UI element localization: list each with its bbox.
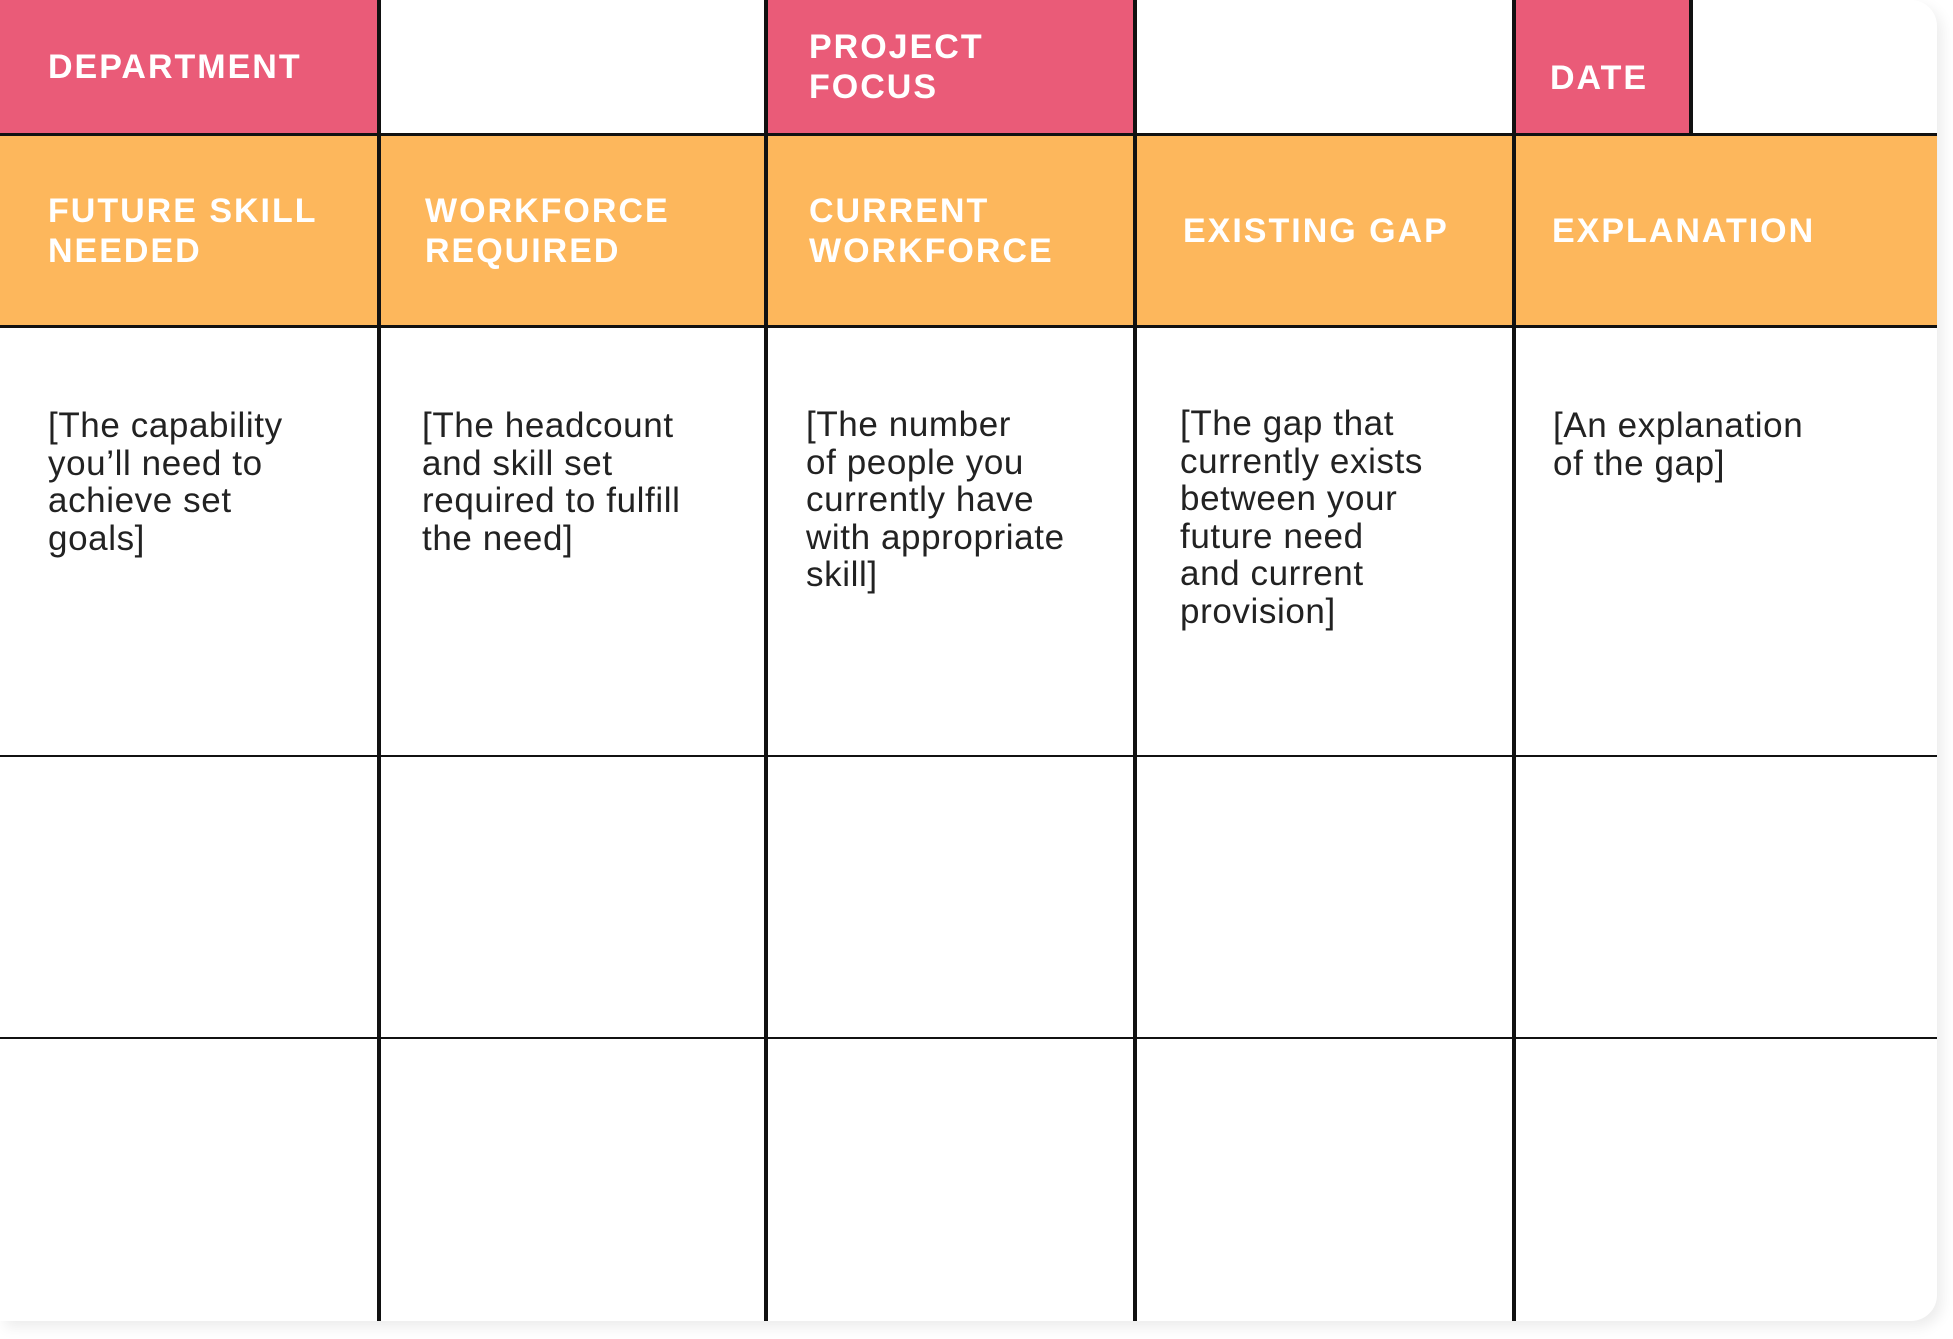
column-header-explanation: EXPLANATION [1516,136,1937,325]
row-2-future-skill-cell[interactable] [0,758,378,1038]
grid-line-vertical [1512,0,1516,1321]
row-3-future-skill-cell[interactable] [0,1040,378,1321]
description-current-workforce: [The number of people you currently have… [806,405,1065,594]
row-3-current-workforce-cell[interactable] [767,1040,1135,1321]
grid-line-vertical [1133,0,1137,1321]
column-header-workforce-required: WORKFORCE REQUIRED [380,136,765,325]
grid-line-horizontal [0,1037,1937,1039]
project-focus-label: PROJECT FOCUS [767,0,1135,133]
project-focus-value-field[interactable] [1137,0,1514,133]
grid-line-horizontal [0,133,1937,136]
description-existing-gap: [The gap that currently exists between y… [1180,404,1423,631]
date-label: DATE [1516,0,1692,133]
description-explanation: [An explanation of the gap] [1553,406,1804,483]
skills-gap-worksheet: DEPARTMENT PROJECT FOCUS DATE FUTURE SKI… [0,0,1937,1321]
row-2-explanation-cell[interactable] [1516,758,1937,1038]
date-value-field[interactable] [1696,0,1937,133]
row-2-workforce-required-cell[interactable] [380,758,765,1038]
department-label: DEPARTMENT [0,0,378,133]
grid-line-vertical [1689,0,1693,133]
grid-line-vertical [377,0,381,1321]
row-2-current-workforce-cell[interactable] [767,758,1135,1038]
department-value-field[interactable] [380,0,765,133]
description-workforce-required: [The headcount and skill set required to… [422,406,681,558]
column-header-future-skill: FUTURE SKILL NEEDED [0,136,378,325]
row-3-explanation-cell[interactable] [1516,1040,1937,1321]
grid-line-horizontal [0,325,1937,328]
row-3-workforce-required-cell[interactable] [380,1040,765,1321]
grid-line-vertical [764,0,768,1321]
column-header-current-workforce: CURRENT WORKFORCE [767,136,1135,325]
description-future-skill: [The capability you’ll need to achieve s… [48,406,283,558]
row-2-existing-gap-cell[interactable] [1137,758,1514,1038]
grid-line-horizontal [0,755,1937,757]
row-3-existing-gap-cell[interactable] [1137,1040,1514,1321]
column-header-existing-gap: EXISTING GAP [1137,136,1514,325]
